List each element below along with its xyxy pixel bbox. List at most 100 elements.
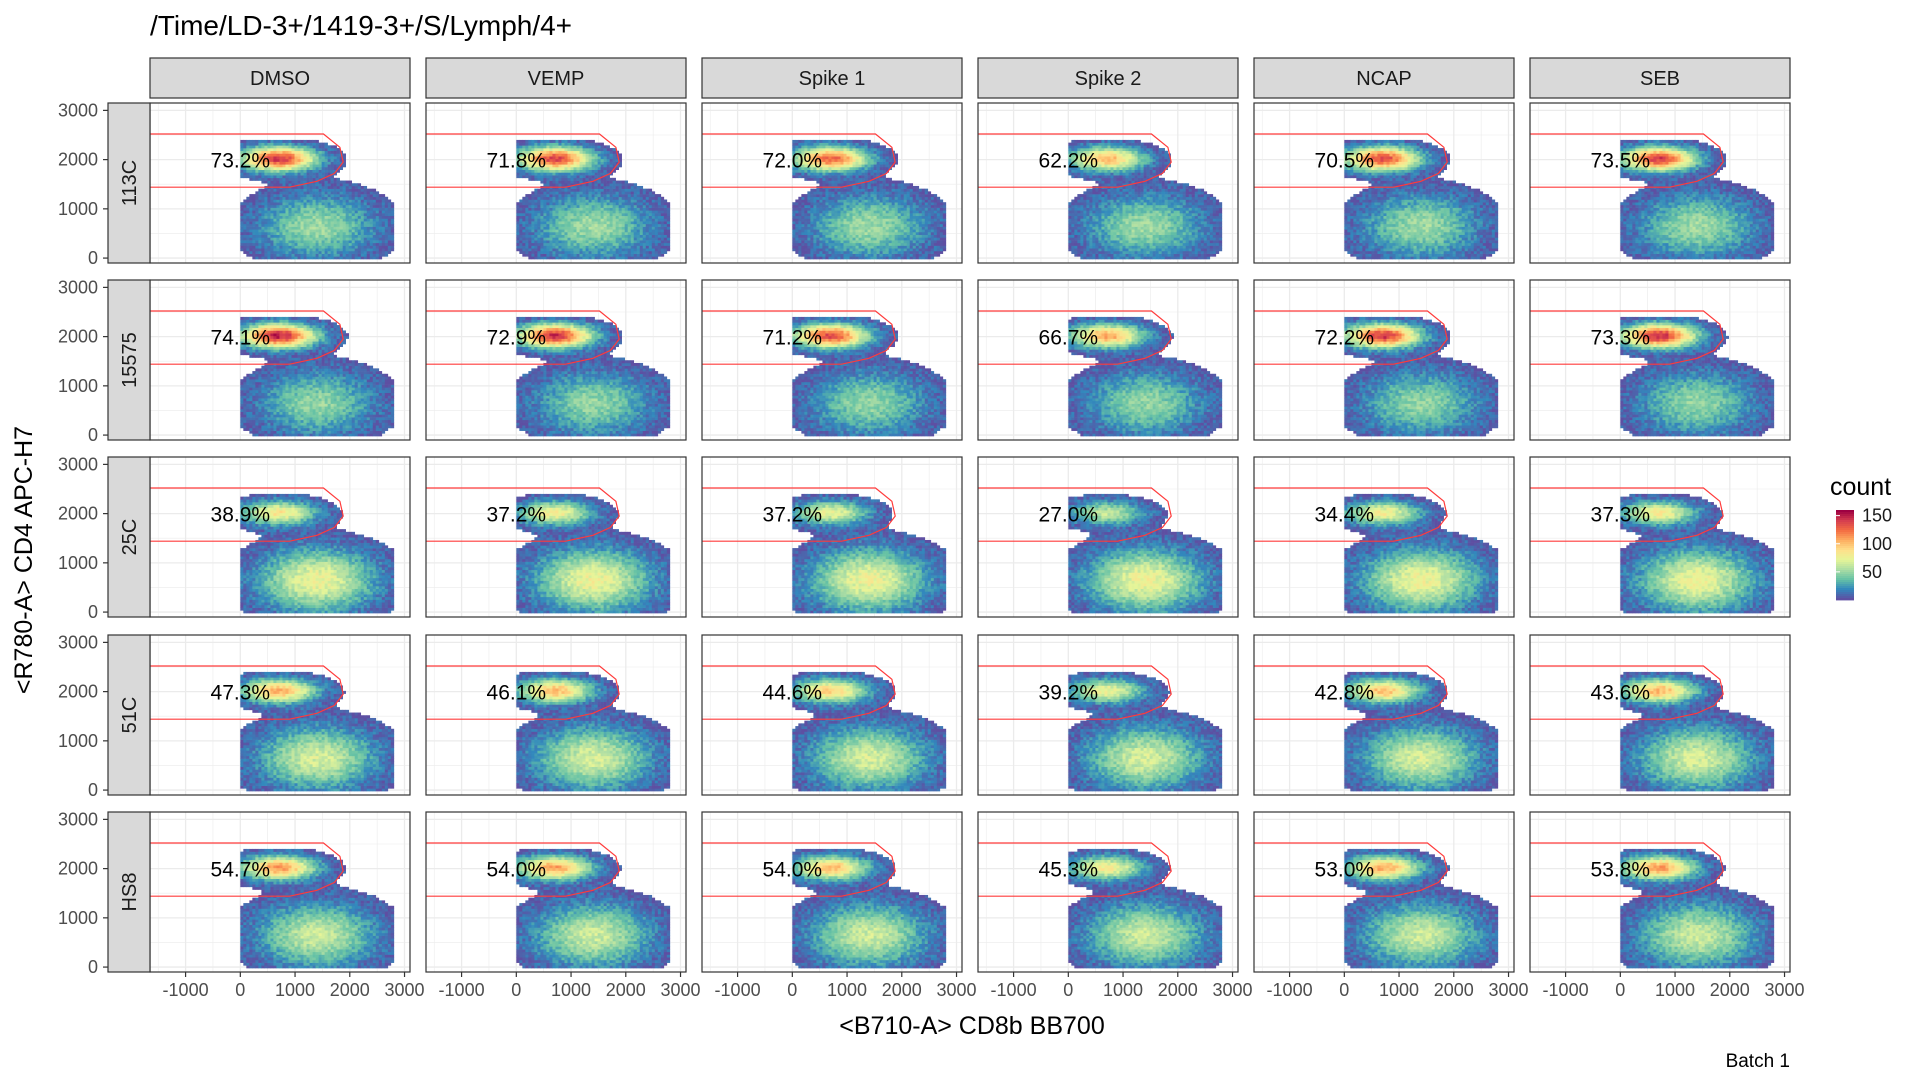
density-cell: [295, 148, 298, 151]
density-cell: [567, 197, 570, 200]
density-cell: [298, 140, 301, 143]
density-cell: [316, 172, 319, 175]
density-cell: [246, 229, 249, 232]
density-cell: [295, 237, 298, 240]
density-cell: [288, 145, 291, 148]
density-cell: [379, 229, 382, 232]
density-cell: [531, 256, 534, 259]
density-cell: [255, 199, 258, 202]
density-cell: [310, 172, 313, 175]
density-cell: [328, 194, 331, 197]
density-cell: [313, 151, 316, 154]
density-cell: [307, 197, 310, 200]
density-cell: [574, 189, 577, 192]
density-cell: [310, 240, 313, 243]
density-cell: [577, 246, 580, 249]
density-cell: [367, 251, 370, 254]
density-cell: [319, 153, 322, 156]
density-cell: [352, 197, 355, 200]
density-cell: [285, 218, 288, 221]
density-cell: [258, 140, 261, 143]
density-cell: [546, 197, 549, 200]
density-cell: [346, 227, 349, 230]
density-cell: [537, 175, 540, 178]
density-cell: [567, 170, 570, 173]
density-cell: [561, 251, 564, 254]
density-cell: [246, 140, 249, 143]
density-cell: [307, 243, 310, 246]
density-cell: [288, 172, 291, 175]
density-cell: [540, 237, 543, 240]
density-cell: [267, 145, 270, 148]
density-cell: [328, 186, 331, 189]
density-cell: [561, 153, 564, 156]
density-cell: [555, 240, 558, 243]
density-cell: [319, 210, 322, 213]
density-cell: [546, 208, 549, 211]
density-cell: [519, 248, 522, 251]
density-cell: [574, 197, 577, 200]
density-cell: [273, 194, 276, 197]
density-cell: [243, 251, 246, 254]
density-cell: [340, 205, 343, 208]
density-cell: [558, 178, 561, 181]
density-cell: [255, 140, 258, 143]
density-cell: [373, 235, 376, 238]
density-cell: [316, 170, 319, 173]
density-cell: [376, 232, 379, 235]
density-cell: [355, 197, 358, 200]
density-cell: [313, 178, 316, 181]
density-cell: [516, 145, 519, 148]
density-cell: [288, 167, 291, 170]
density-cell: [319, 186, 322, 189]
density-cell: [304, 194, 307, 197]
density-cell: [331, 164, 334, 167]
density-cell: [291, 181, 294, 184]
density-cell: [255, 172, 258, 175]
density-cell: [549, 191, 552, 194]
density-cell: [367, 229, 370, 232]
density-cell: [322, 213, 325, 216]
density-cell: [531, 240, 534, 243]
density-cell: [267, 183, 270, 186]
density-cell: [307, 191, 310, 194]
density-cell: [558, 162, 561, 165]
density-cell: [534, 140, 537, 143]
density-cell: [285, 256, 288, 259]
density-cell: [273, 210, 276, 213]
density-cell: [270, 232, 273, 235]
density-cell: [285, 148, 288, 151]
density-cell: [279, 248, 282, 251]
density-cell: [391, 224, 394, 227]
density-cell: [331, 199, 334, 202]
density-cell: [558, 224, 561, 227]
density-cell: [571, 202, 574, 205]
density-cell: [574, 175, 577, 178]
density-cell: [379, 210, 382, 213]
density-cell: [346, 189, 349, 192]
density-cell: [325, 162, 328, 165]
density-cell: [313, 143, 316, 146]
density-cell: [343, 224, 346, 227]
facet-panels: 73.2%DMSO113C010002000300071.8%VEMP72.0%…: [58, 58, 1805, 1000]
density-cell: [370, 256, 373, 259]
density-cell: [367, 224, 370, 227]
density-cell: [313, 189, 316, 192]
density-cell: [240, 240, 243, 243]
density-cell: [310, 183, 313, 186]
density-cell: [246, 197, 249, 200]
density-cell: [522, 221, 525, 224]
density-cell: [273, 256, 276, 259]
density-cell: [537, 216, 540, 219]
density-cell: [376, 227, 379, 230]
density-cell: [325, 240, 328, 243]
density-cell: [291, 208, 294, 211]
density-cell: [276, 210, 279, 213]
density-cell: [295, 172, 298, 175]
density-cell: [567, 148, 570, 151]
density-cell: [379, 199, 382, 202]
density-cell: [261, 243, 264, 246]
density-cell: [295, 251, 298, 254]
density-cell: [261, 205, 264, 208]
density-cell: [282, 175, 285, 178]
